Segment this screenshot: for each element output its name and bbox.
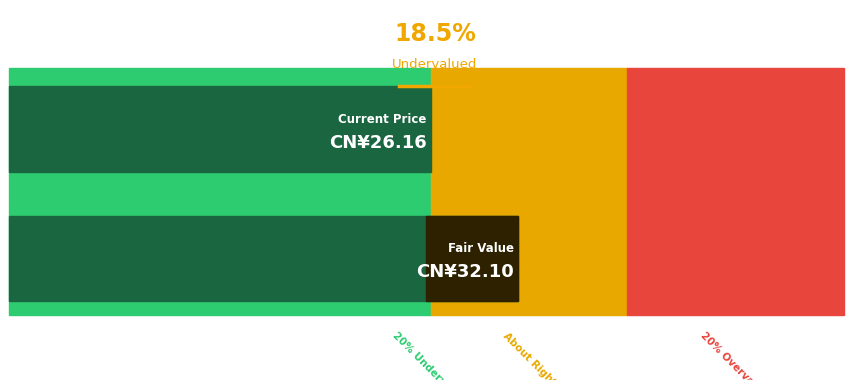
Text: CN¥32.10: CN¥32.10: [416, 263, 514, 281]
Text: Undervalued: Undervalued: [392, 58, 477, 71]
Text: Fair Value: Fair Value: [447, 242, 514, 255]
Text: 20% Undervalued: 20% Undervalued: [390, 331, 470, 380]
Bar: [626, 68, 843, 315]
Bar: [9, 87, 430, 172]
Bar: [426, 216, 518, 301]
Text: 18.5%: 18.5%: [394, 22, 475, 46]
Bar: [9, 68, 430, 315]
Bar: [430, 68, 626, 315]
Text: About Right: About Right: [500, 331, 556, 380]
Text: 20% Overvalued: 20% Overvalued: [698, 331, 772, 380]
Bar: [9, 216, 518, 301]
Text: Current Price: Current Price: [337, 113, 426, 126]
Text: CN¥26.16: CN¥26.16: [328, 133, 426, 152]
